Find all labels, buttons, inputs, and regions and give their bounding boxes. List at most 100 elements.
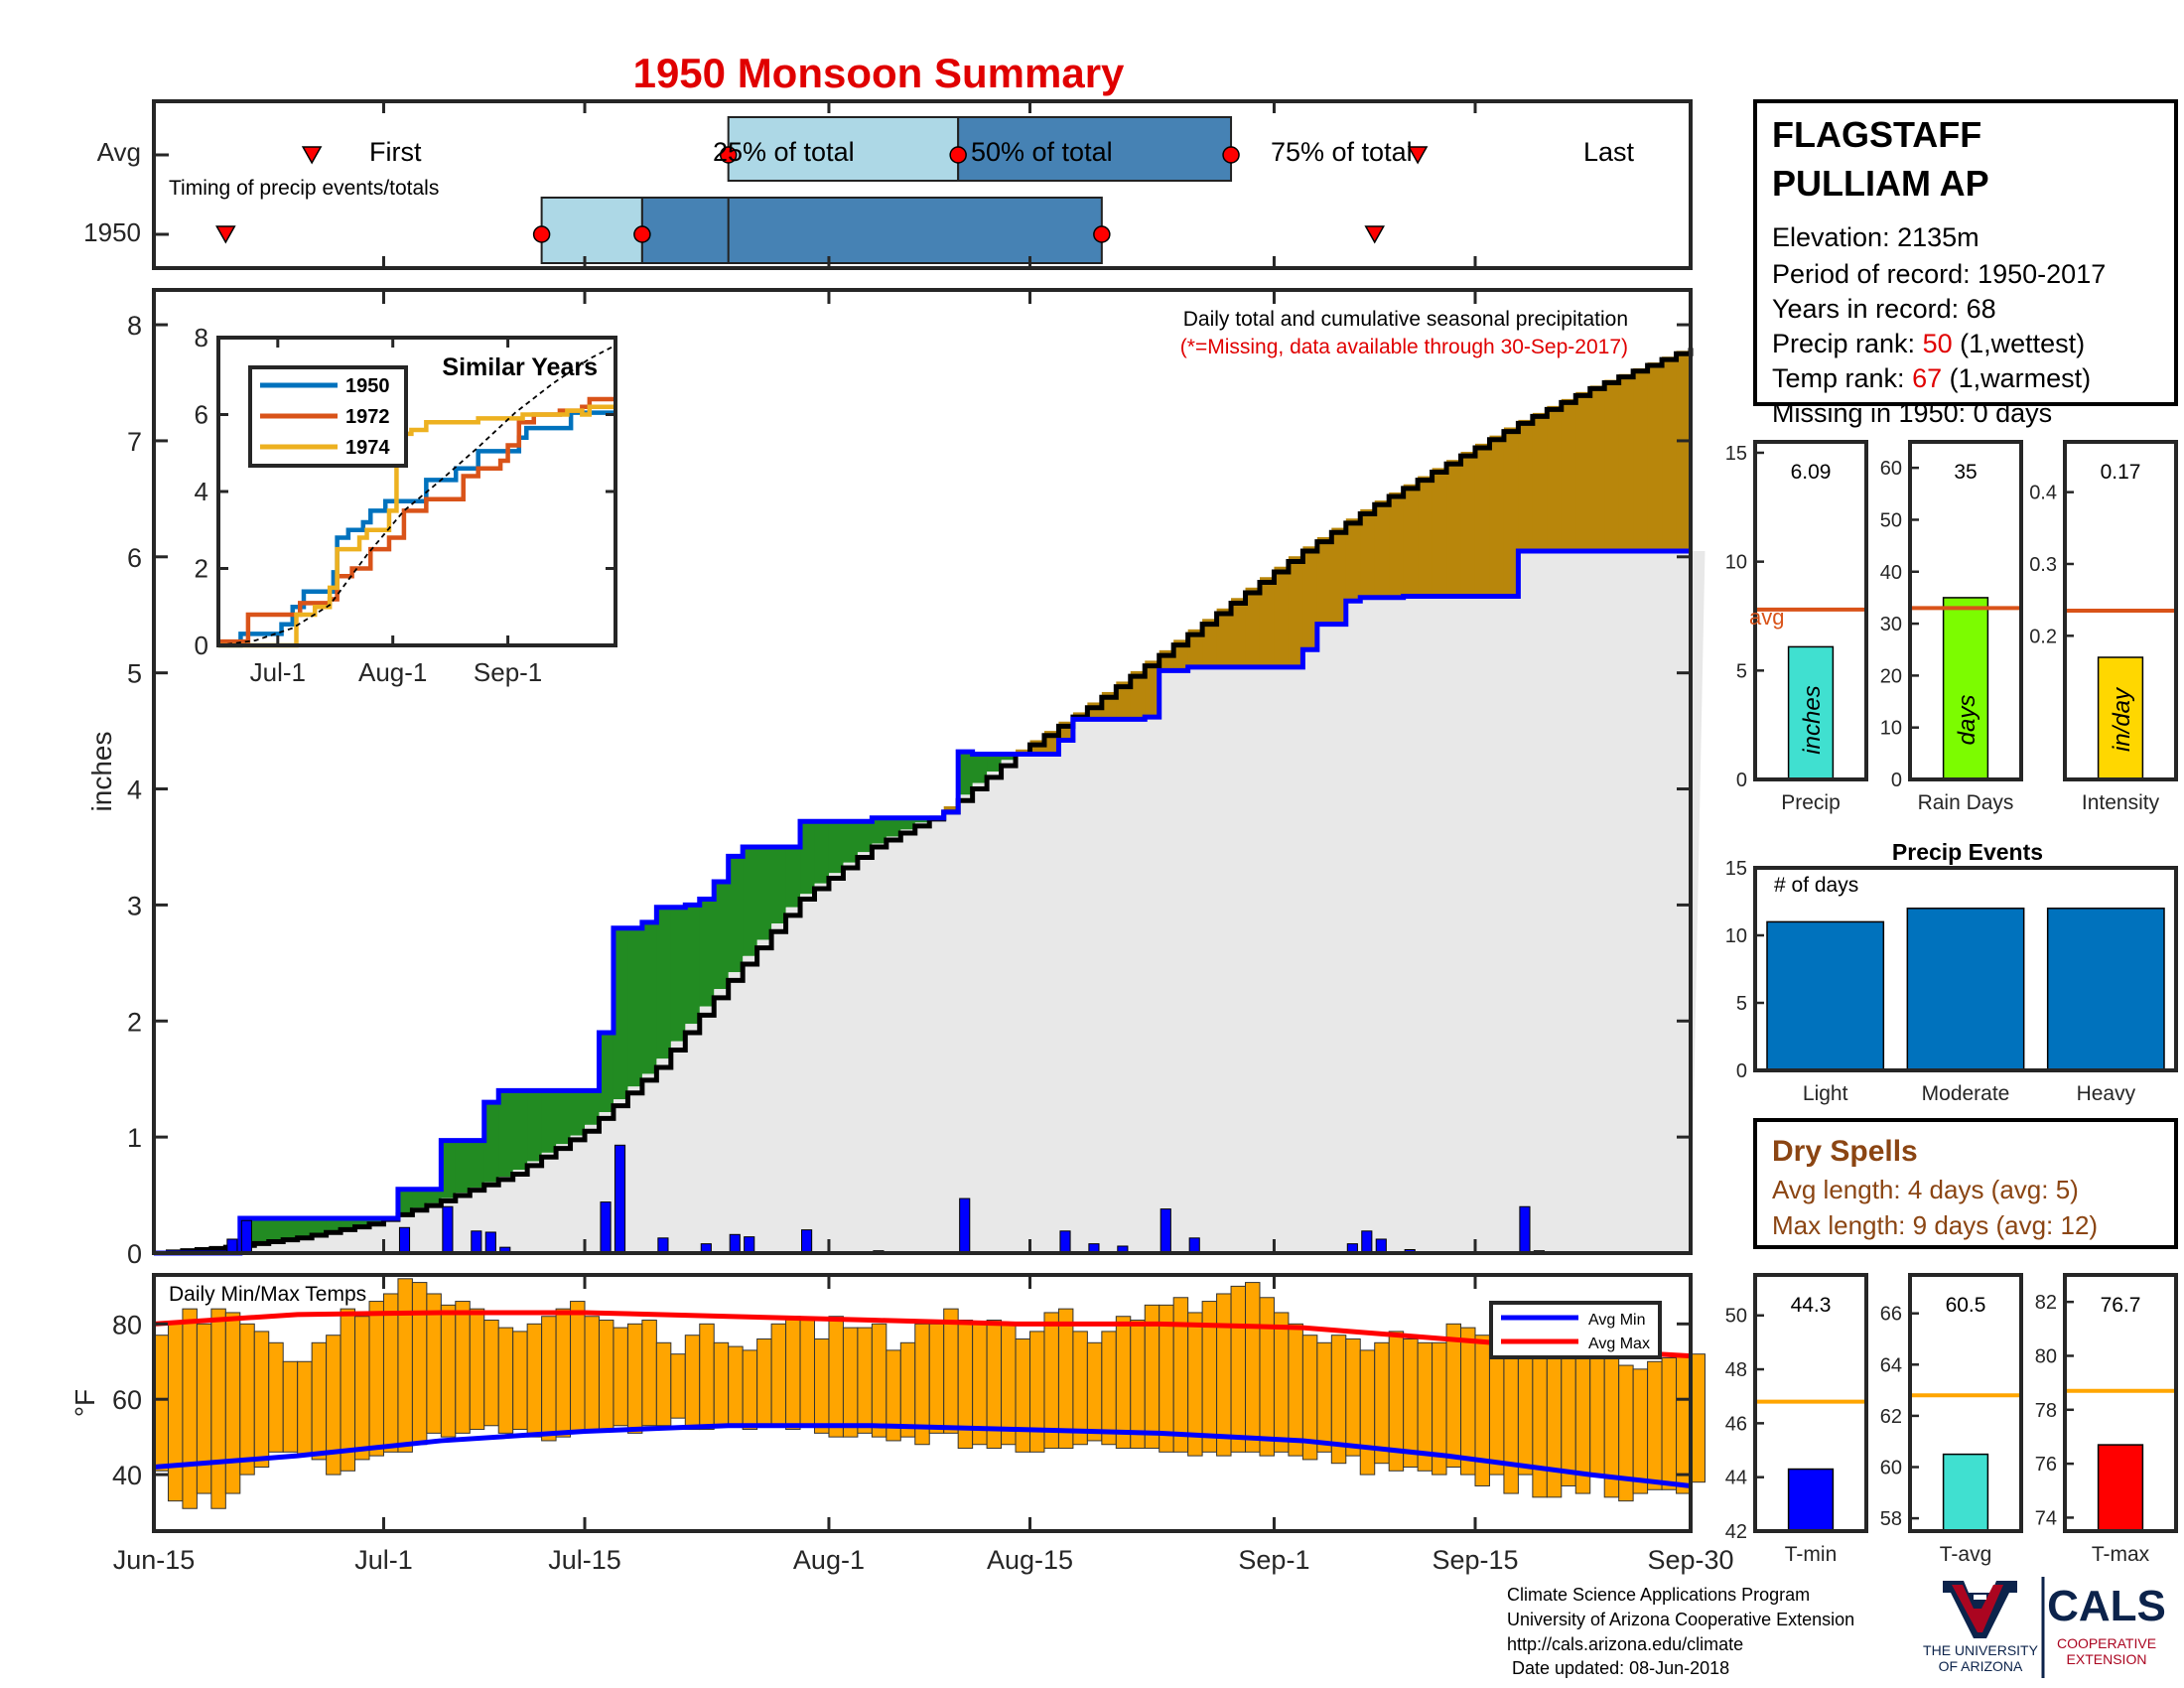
temp-range-bar — [483, 1320, 499, 1427]
temp-range-bar — [728, 1345, 744, 1427]
panel-frame — [1908, 1273, 2023, 1533]
timing-last-label: Last — [1583, 137, 1635, 167]
inset-ytick-label: 6 — [195, 400, 208, 430]
avg-box-q25-q50 — [727, 116, 960, 182]
temp-range-bar — [1001, 1323, 1017, 1446]
diff-strip — [1403, 484, 1419, 597]
daily-precip-bar — [744, 1236, 755, 1254]
timing-row-avg-label: Avg — [97, 137, 141, 167]
events-title: Precip Events — [1892, 839, 2043, 865]
inset-legend-label: 1950 — [345, 375, 390, 397]
panel-value-bar — [1942, 597, 1989, 780]
events-category-label: Moderate — [1922, 1082, 2010, 1105]
footer-line1: Climate Science Applications Program — [1507, 1585, 1810, 1605]
station-info-box: FLAGSTAFF PULLIAM AP Elevation: 2135m Pe… — [1753, 99, 2178, 428]
panel-value-label: 0.17 — [2101, 461, 2141, 484]
events-ytick-label: 0 — [1736, 1060, 1747, 1082]
temp-range-bar — [1460, 1327, 1476, 1476]
diff-strip — [900, 817, 916, 830]
daily-precip-bar — [614, 1144, 626, 1254]
panel-ytick-label: 50 — [1725, 1306, 1747, 1328]
diff-strip — [412, 1189, 428, 1208]
temp-range-bar — [699, 1323, 715, 1431]
temp-avg-line — [153, 1423, 1692, 1488]
panel-ytick-label: 5 — [1736, 660, 1747, 682]
timing-q75-label: 75% of total — [1271, 137, 1413, 167]
diff-strip — [814, 821, 830, 884]
temp-range-bar — [1676, 1353, 1692, 1494]
temp-range-bar — [899, 1341, 916, 1438]
station-name-line2: PULLIAM AP — [1772, 163, 1989, 204]
season-precip-panels: 0 5 10 15 6.09 Precip inches avg 0 10 20 30 40 50 60 35… — [1725, 440, 2178, 814]
temp-range-bar — [397, 1278, 413, 1453]
panel-ytick-label: 74 — [2035, 1507, 2057, 1529]
temp-range-bar — [1230, 1285, 1247, 1453]
temp-range-bar — [756, 1338, 772, 1427]
temp-range-bar — [1072, 1331, 1088, 1446]
temp-range-bar — [1130, 1320, 1146, 1450]
diff-strip — [613, 927, 629, 1100]
temp-range-bar — [210, 1308, 226, 1509]
station-temp-rank: Temp rank: 67 (1,warmest) — [1772, 363, 2091, 393]
year-q25-marker — [633, 225, 651, 243]
diff-strip — [843, 821, 859, 863]
panel-ytick-label: 58 — [1880, 1508, 1902, 1530]
panel-t-min: 42 44 46 48 50 44.3 T-min — [1725, 1273, 1868, 1566]
temp-range-bar — [828, 1316, 844, 1438]
inset-ytick-label: 4 — [195, 477, 208, 506]
diff-strip — [254, 1217, 270, 1243]
panel-value-bar — [1787, 645, 1835, 780]
daily-precip-bar — [1519, 1205, 1531, 1254]
panel-ytick-label: 10 — [1725, 552, 1747, 574]
main-ytick-label: 2 — [127, 1007, 142, 1037]
panel-ytick-label: 64 — [1880, 1354, 1902, 1376]
inset-legend-label: 1974 — [345, 437, 390, 459]
xtick-label: Jul-1 — [354, 1545, 413, 1575]
legend-avg-max: Avg Max — [1588, 1336, 1650, 1352]
temp-range-bar — [368, 1301, 384, 1457]
diff-strip — [1676, 351, 1692, 551]
panel-value-label: 60.5 — [1946, 1294, 1986, 1317]
temp-range-bar — [799, 1320, 815, 1427]
panel-ytick-label: 0.3 — [2029, 554, 2057, 576]
temp-range-bar — [1561, 1341, 1576, 1486]
temp-ytick-label: 40 — [112, 1461, 142, 1490]
diff-strip — [685, 905, 701, 1025]
timing-first-label: First — [369, 137, 422, 167]
temp-range-bar — [497, 1327, 514, 1434]
temp-range-bar — [1159, 1304, 1174, 1453]
panel-t-avg: 58 60 62 64 66 60.5 T-avg — [1880, 1273, 2023, 1566]
avg-first-marker — [301, 146, 323, 165]
diff-strip — [297, 1217, 313, 1237]
temp-range-bar — [153, 1335, 169, 1472]
station-name-line1: FLAGSTAFF — [1772, 114, 1981, 155]
diff-strip — [585, 1090, 601, 1125]
station-missing: Missing in 1950: 0 days — [1772, 398, 2052, 428]
xtick-label: Aug-15 — [987, 1545, 1073, 1575]
diff-strip — [1288, 556, 1303, 667]
panel-unit-label: days — [1954, 695, 1980, 746]
temp-range-bar — [1503, 1345, 1519, 1494]
panel-ytick-label: 60 — [1880, 1458, 1902, 1479]
temp-range-bar — [469, 1308, 485, 1431]
inset-ytick-label: 0 — [195, 631, 208, 660]
diff-strip — [1561, 398, 1576, 551]
temp-range-bar — [268, 1341, 284, 1453]
temp-range-bar — [1345, 1338, 1361, 1457]
diff-strip — [1604, 379, 1620, 551]
temp-range-bar — [943, 1308, 959, 1434]
diff-strip — [743, 846, 758, 956]
main-ytick-label: 5 — [127, 659, 142, 689]
diff-strip — [441, 1140, 457, 1198]
panel-ytick-label: 66 — [1880, 1304, 1902, 1326]
daily-precip-bar — [600, 1201, 612, 1254]
diff-strip — [1216, 608, 1232, 667]
events-category-label: Light — [1803, 1082, 1848, 1105]
panel-category-label: T-max — [2092, 1543, 2150, 1566]
cals-wordmark: CALS — [2047, 1582, 2166, 1630]
main-ytick-label: 7 — [127, 427, 142, 457]
diff-strip — [1302, 546, 1318, 650]
footer-credits: Climate Science Applications Program Uni… — [1507, 1585, 1854, 1678]
temp-range-bar — [1359, 1349, 1376, 1476]
temp-range-bar — [1015, 1338, 1031, 1453]
